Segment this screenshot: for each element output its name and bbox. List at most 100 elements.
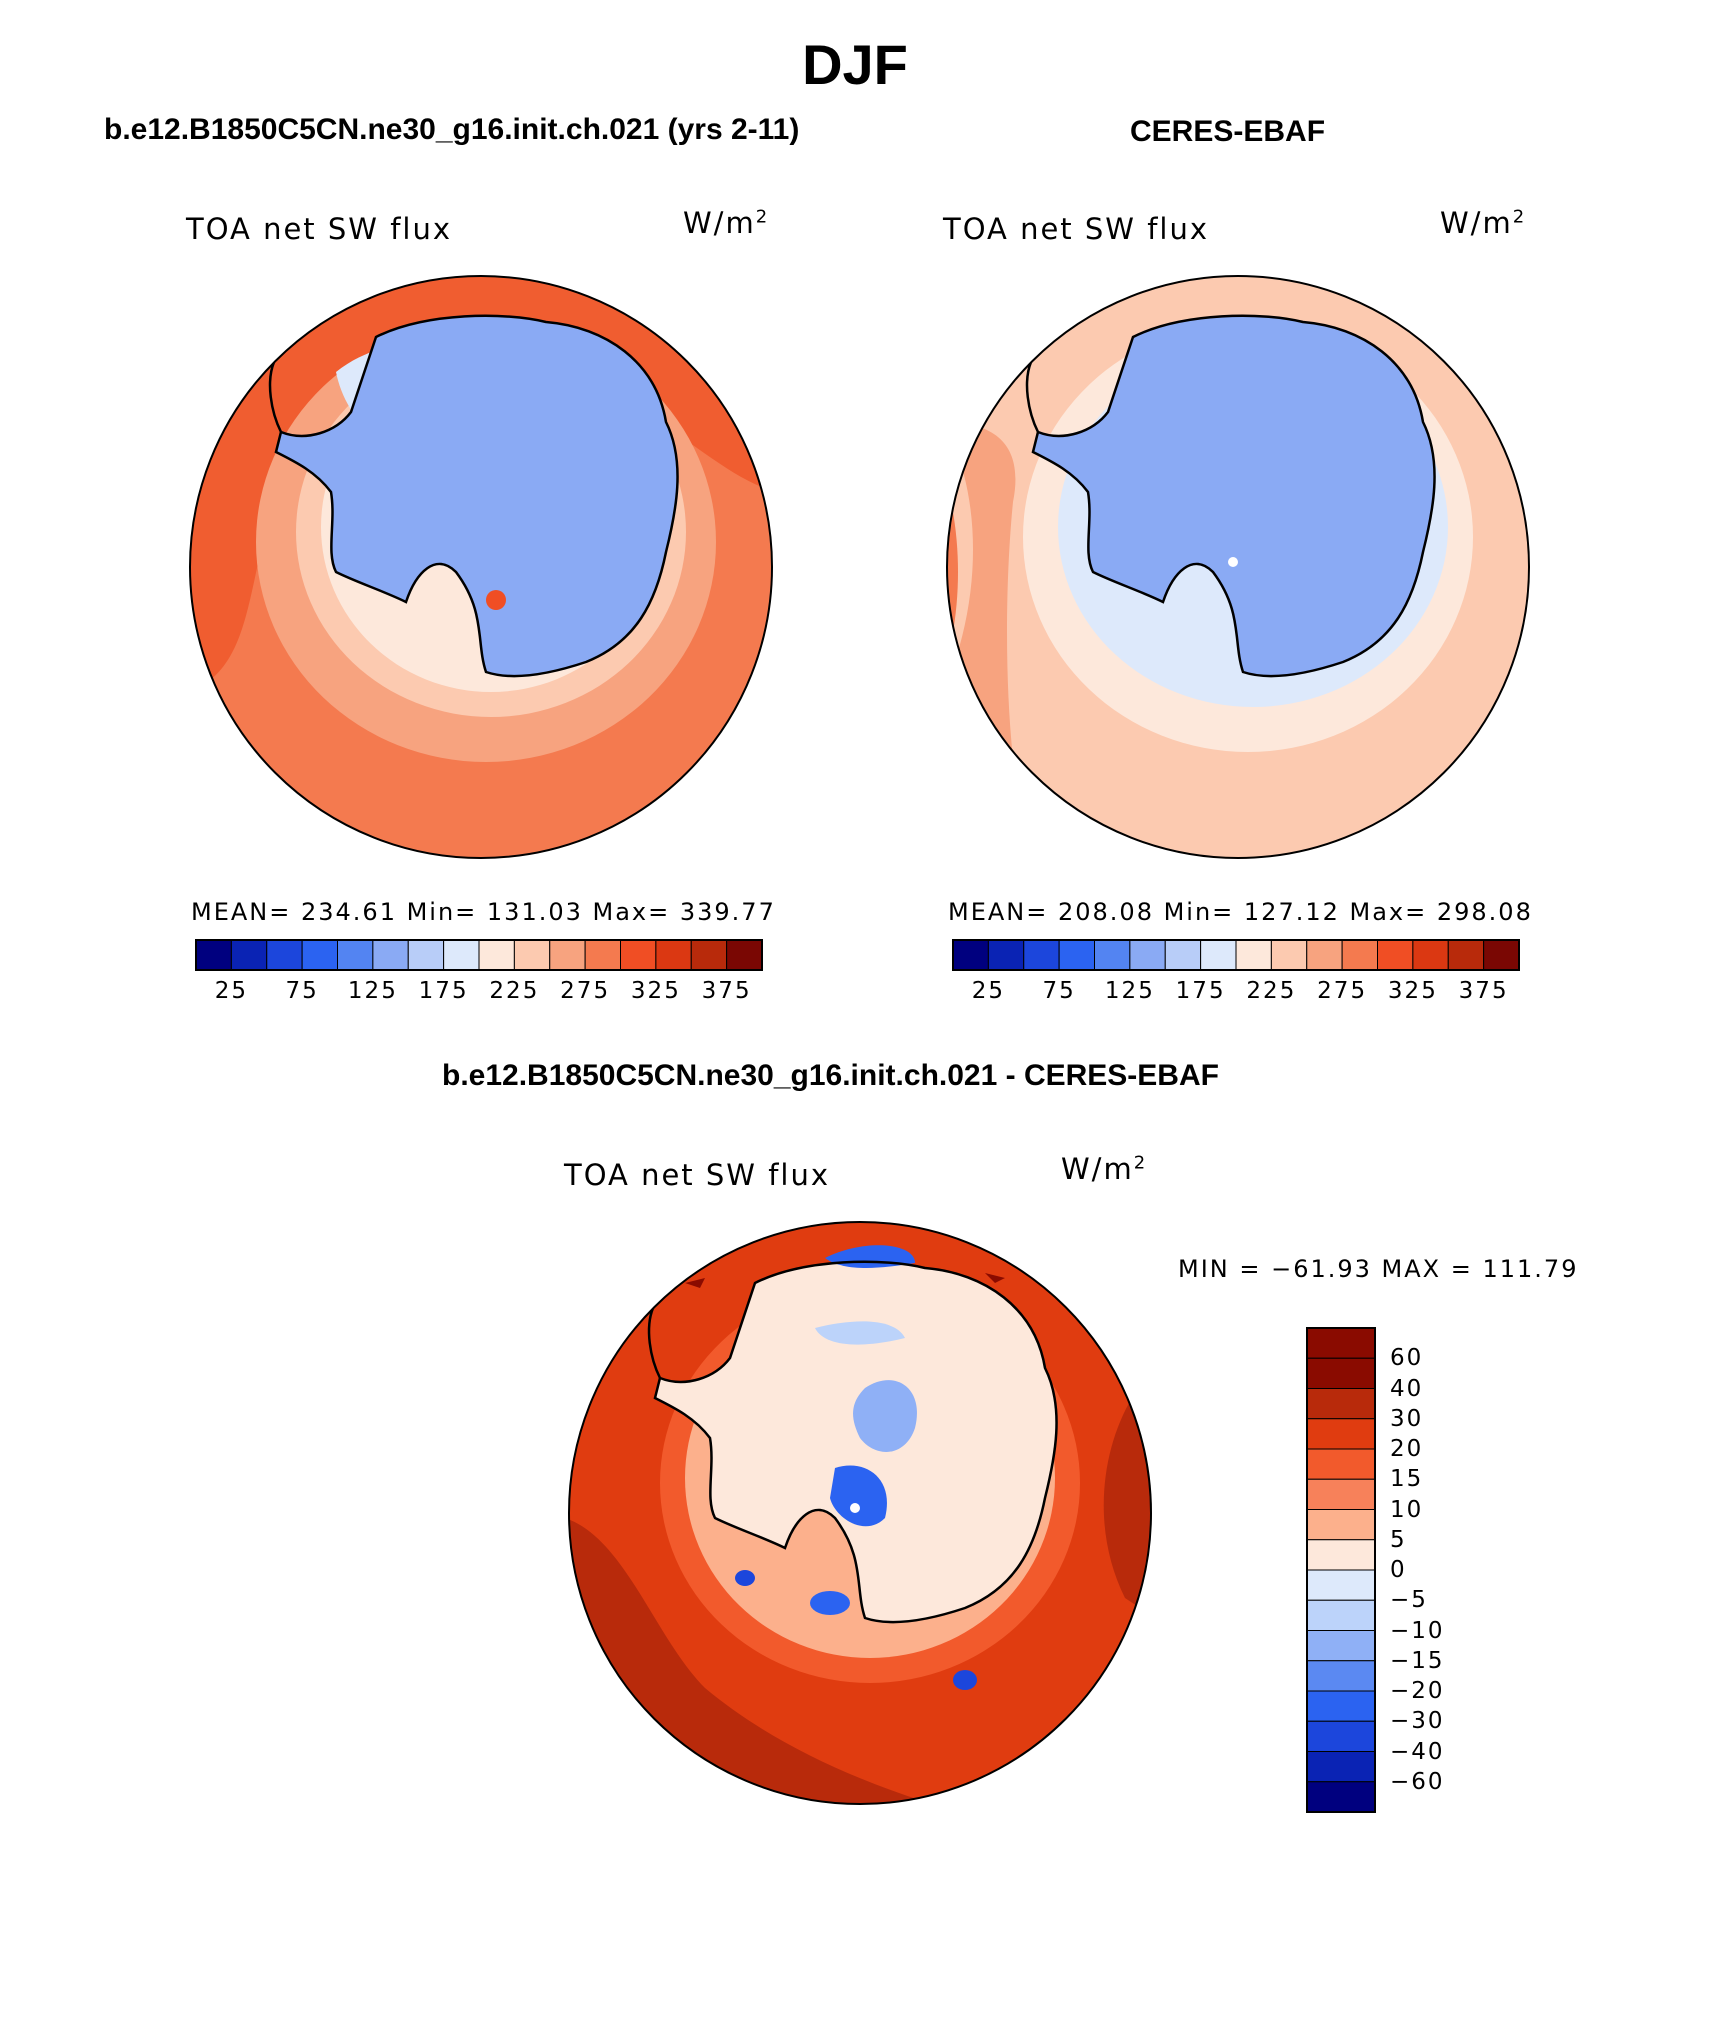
panel-b-stats: MEAN= 208.08 Min= 127.12 Max= 298.08	[948, 898, 1533, 926]
map-b	[946, 275, 1530, 859]
colorbar-tick-label: 15	[1390, 1466, 1424, 1493]
colorbar-tick-label: −10	[1390, 1617, 1445, 1644]
map-c-negative-coast-4	[735, 1570, 755, 1586]
colorbar-tick-label: −15	[1390, 1647, 1445, 1674]
map-c-coastline	[653, 1260, 1058, 1624]
colorbar-tick-label: 225	[489, 978, 540, 1004]
panel-c-stats: MIN = −61.93 MAX = 111.79	[1178, 1255, 1579, 1283]
map-c	[568, 1221, 1152, 1805]
panel-b-units: W/m2	[1440, 206, 1527, 240]
colorbar-swatch	[1306, 1539, 1376, 1571]
colorbar-swatch	[1306, 1660, 1376, 1692]
colorbar-a	[195, 939, 763, 971]
colorbar-b-ticks: 25 75 125 175 225 275 325 375	[953, 978, 1519, 1008]
colorbar-tick-label: 175	[418, 978, 469, 1004]
map-c-negative-patch-1	[853, 1380, 917, 1452]
map-c-pole-point	[850, 1503, 860, 1513]
map-c-negative-patch-3	[815, 1321, 905, 1345]
colorbar-swatch	[952, 939, 989, 971]
colorbar-swatch	[1306, 1418, 1376, 1450]
colorbar-swatch	[1306, 1630, 1376, 1662]
colorbar-swatch	[1306, 1509, 1376, 1541]
colorbar-tick-label: 5	[1390, 1526, 1407, 1553]
map-c-negative-patch-2	[830, 1465, 887, 1527]
colorbar-tick-label: 375	[1458, 978, 1509, 1004]
colorbar-swatch	[1306, 1690, 1376, 1722]
colorbar-c-ticks: 60 40 30 20 15 10 5 0 −5 −10 −15 −20 −30 −40 −60	[1390, 1328, 1470, 1812]
colorbar-swatch	[1235, 939, 1272, 971]
colorbar-swatch	[1306, 1781, 1376, 1813]
map-b-antarctica	[1033, 315, 1435, 677]
colorbar-swatch	[1306, 1388, 1376, 1420]
colorbar-swatch	[443, 939, 480, 971]
colorbar-swatch	[1306, 1599, 1376, 1631]
map-b-border	[946, 275, 1530, 859]
colorbar-swatch	[1270, 939, 1308, 971]
colorbar-swatch	[1377, 939, 1414, 971]
colorbar-tick-label: 25	[214, 978, 249, 1004]
colorbar-tick-label: −20	[1390, 1678, 1445, 1704]
colorbar-swatch	[230, 939, 268, 971]
colorbar-tick-label: 10	[1390, 1496, 1424, 1523]
colorbar-tick-label: 75	[1042, 978, 1076, 1004]
colorbar-swatch	[266, 939, 303, 971]
colorbar-swatch	[726, 939, 763, 971]
colorbar-swatch	[1447, 939, 1485, 971]
colorbar-tick-label: 125	[1104, 978, 1155, 1004]
colorbar-swatch	[1094, 939, 1131, 971]
colorbar-swatch	[1341, 939, 1378, 971]
figure-title: DJF	[802, 33, 908, 96]
colorbar-swatch	[407, 939, 445, 971]
panel-a-stats: MEAN= 234.61 Min= 131.03 Max= 339.77	[191, 898, 776, 926]
colorbar-tick-label: 75	[285, 978, 319, 1004]
colorbar-tick-label: 125	[347, 978, 398, 1004]
colorbar-swatch	[1306, 939, 1343, 971]
panel-b-variable-label: TOA net SW flux	[943, 212, 1210, 246]
colorbar-swatch	[1306, 1327, 1376, 1359]
colorbar-swatch	[1023, 939, 1060, 971]
colorbar-swatch	[513, 939, 551, 971]
colorbar-swatch	[549, 939, 586, 971]
map-c-negative-coast-3	[953, 1670, 977, 1690]
colorbar-border	[195, 939, 763, 971]
colorbar-tick-label: 30	[1390, 1405, 1424, 1432]
colorbar-swatch	[1483, 939, 1520, 971]
colorbar-tick-label: 325	[630, 978, 681, 1004]
colorbar-border	[1306, 1327, 1376, 1813]
colorbar-swatch	[1306, 1720, 1376, 1752]
colorbar-swatch	[1306, 1478, 1376, 1510]
colorbar-tick-label: 0	[1390, 1557, 1407, 1583]
map-b-west-band-275	[947, 472, 958, 672]
colorbar-tick-label: −40	[1390, 1738, 1445, 1765]
colorbar-tick-label: −5	[1390, 1587, 1428, 1614]
colorbar-tick-label: 20	[1390, 1436, 1424, 1462]
colorbar-swatch	[655, 939, 692, 971]
panel-c-units: W/m2	[1061, 1152, 1148, 1186]
colorbar-swatch	[1164, 939, 1202, 971]
colorbar-swatch	[1306, 1751, 1376, 1783]
colorbar-swatch	[478, 939, 515, 971]
colorbar-c	[1306, 1327, 1376, 1813]
colorbar-swatch	[987, 939, 1025, 971]
colorbar-swatch	[1306, 1448, 1376, 1480]
colorbar-swatch	[337, 939, 374, 971]
colorbar-border	[952, 939, 1520, 971]
colorbar-tick-label: −30	[1390, 1708, 1445, 1735]
colorbar-swatch	[1306, 1357, 1376, 1389]
colorbar-swatch	[1306, 1569, 1376, 1601]
panel-c-title: b.e12.B1850C5CN.ne30_g16.init.ch.021 - C…	[442, 1059, 1219, 1092]
map-c-border	[568, 1221, 1152, 1805]
map-a-coastline	[274, 314, 679, 678]
colorbar-swatch	[620, 939, 657, 971]
colorbar-tick-label: 25	[971, 978, 1006, 1004]
panel-c-variable-label: TOA net SW flux	[564, 1158, 831, 1192]
colorbar-tick-label: 325	[1387, 978, 1438, 1004]
colorbar-tick-label: 175	[1175, 978, 1226, 1004]
map-b-pole-point	[1228, 557, 1238, 567]
colorbar-swatch	[690, 939, 728, 971]
colorbar-swatch	[1058, 939, 1095, 971]
map-c-negative-coast-2	[810, 1591, 850, 1615]
colorbar-tick-label: −60	[1390, 1768, 1445, 1795]
colorbar-b	[952, 939, 1520, 971]
map-b-coastline	[1031, 314, 1436, 678]
